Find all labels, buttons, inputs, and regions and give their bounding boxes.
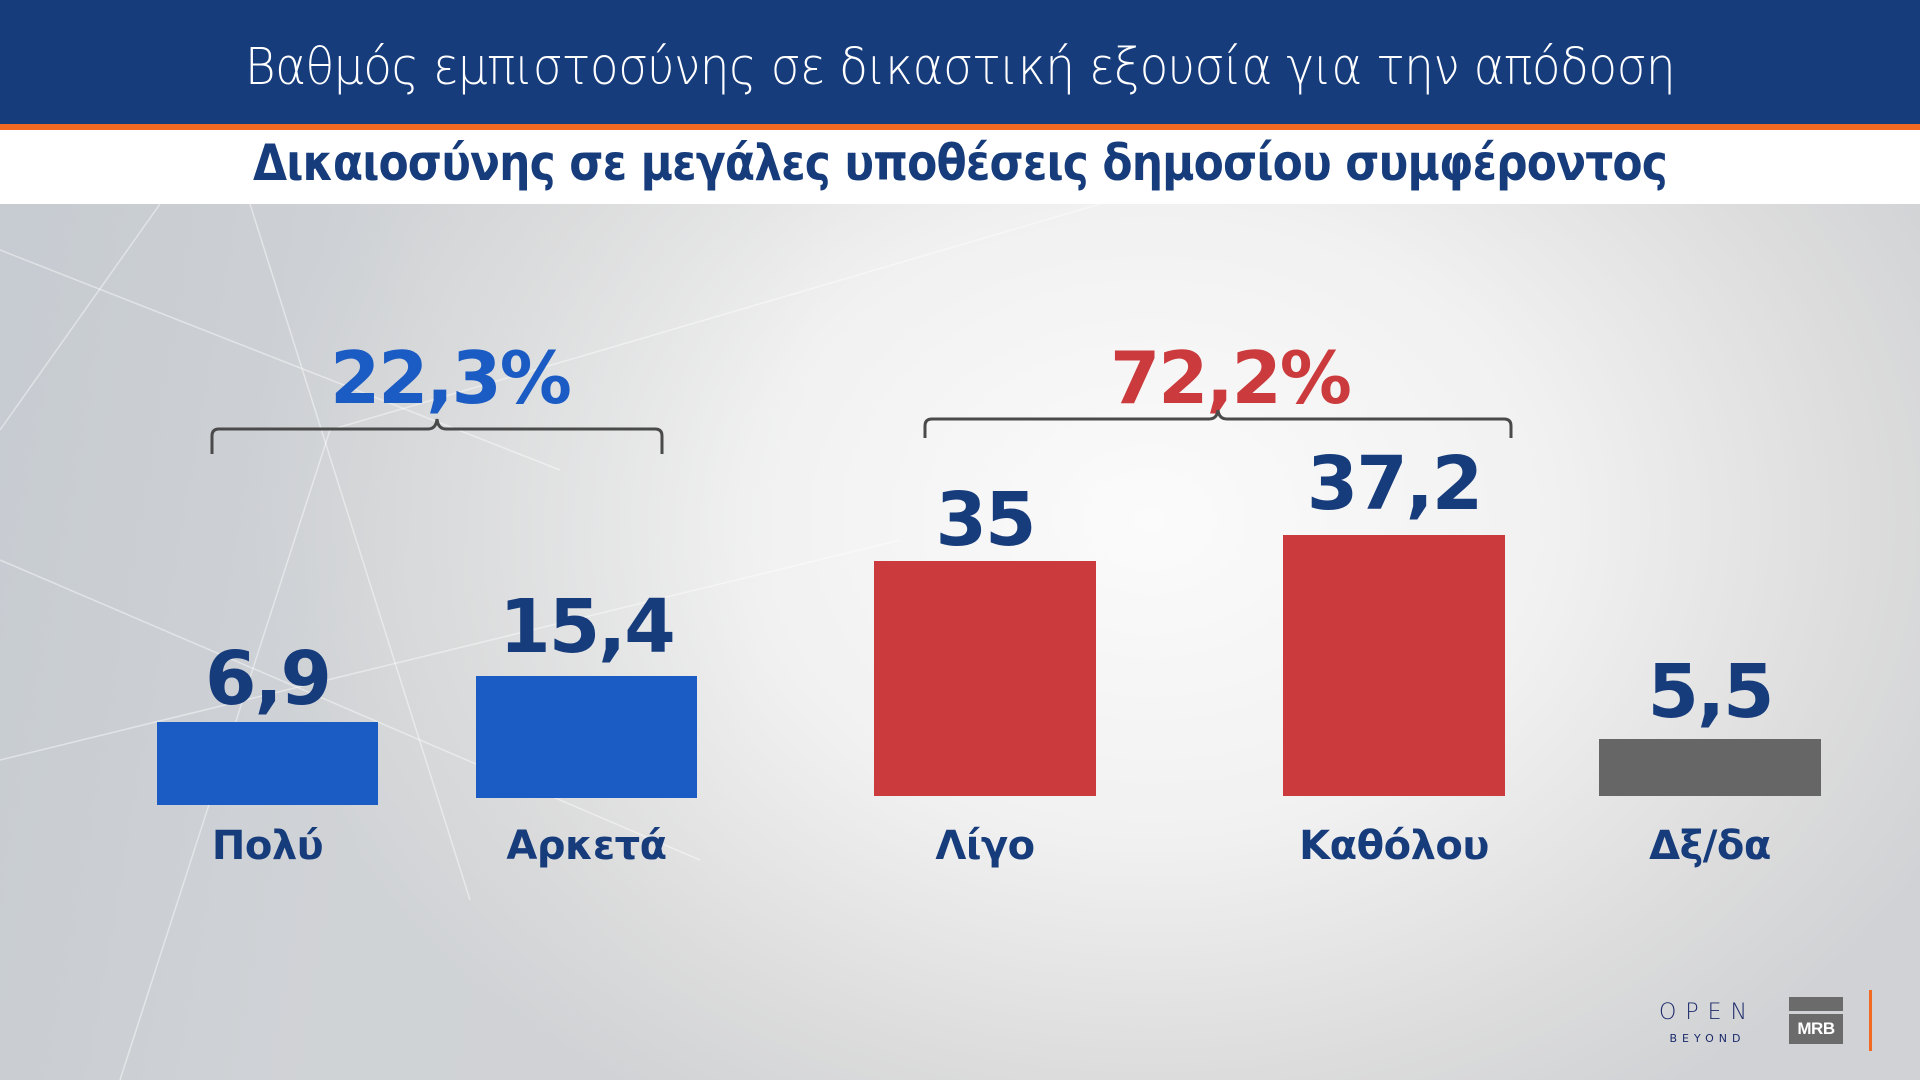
background-shade (0, 204, 900, 1080)
page-subtitle: Δικαιοσύνης σε μεγάλες υποθέσεις δημοσίο… (253, 134, 1668, 192)
group-total-negative: 72,2% (1110, 336, 1352, 420)
value-label-poly: 6,9 (204, 636, 332, 722)
logo-divider (1869, 990, 1872, 1051)
group-bracket-negative (923, 409, 1513, 438)
bar-ligo (874, 561, 1096, 796)
bar-poly (157, 722, 378, 805)
category-label-dxda: Δξ/δα (1649, 823, 1771, 869)
mrb-logo-text: MRB (1789, 1014, 1843, 1044)
open-beyond-logo: OPEN BEYOND (1650, 1000, 1765, 1048)
mrb-logo: MRB (1789, 997, 1843, 1044)
group-total-positive: 22,3% (330, 336, 572, 420)
bar-katholou (1283, 535, 1505, 796)
bar-dxda (1599, 739, 1821, 796)
header-bar: Βαθμός εμπιστοσύνης σε δικαστική εξουσία… (0, 0, 1920, 124)
value-label-ligo: 35 (935, 477, 1037, 563)
subheader-bar: Δικαιοσύνης σε μεγάλες υποθέσεις δημοσίο… (0, 130, 1920, 204)
category-label-ligo: Λίγο (935, 823, 1035, 869)
category-label-katholou: Καθόλου (1299, 823, 1489, 869)
value-label-arketa: 15,4 (499, 584, 676, 670)
beyond-logo-text: BEYOND (1669, 1032, 1746, 1045)
accent-strip (0, 124, 1920, 130)
category-label-arketa: Αρκετά (506, 823, 667, 869)
page-title: Βαθμός εμπιστοσύνης σε δικαστική εξουσία… (244, 38, 1676, 97)
mrb-logo-bar (1789, 997, 1843, 1011)
value-label-dxda: 5,5 (1647, 649, 1774, 735)
open-logo-text: OPEN (1659, 1000, 1756, 1025)
value-label-katholou: 37,2 (1306, 441, 1484, 527)
group-bracket-positive (210, 418, 664, 454)
category-label-poly: Πολύ (211, 823, 324, 869)
bar-arketa (476, 676, 697, 798)
